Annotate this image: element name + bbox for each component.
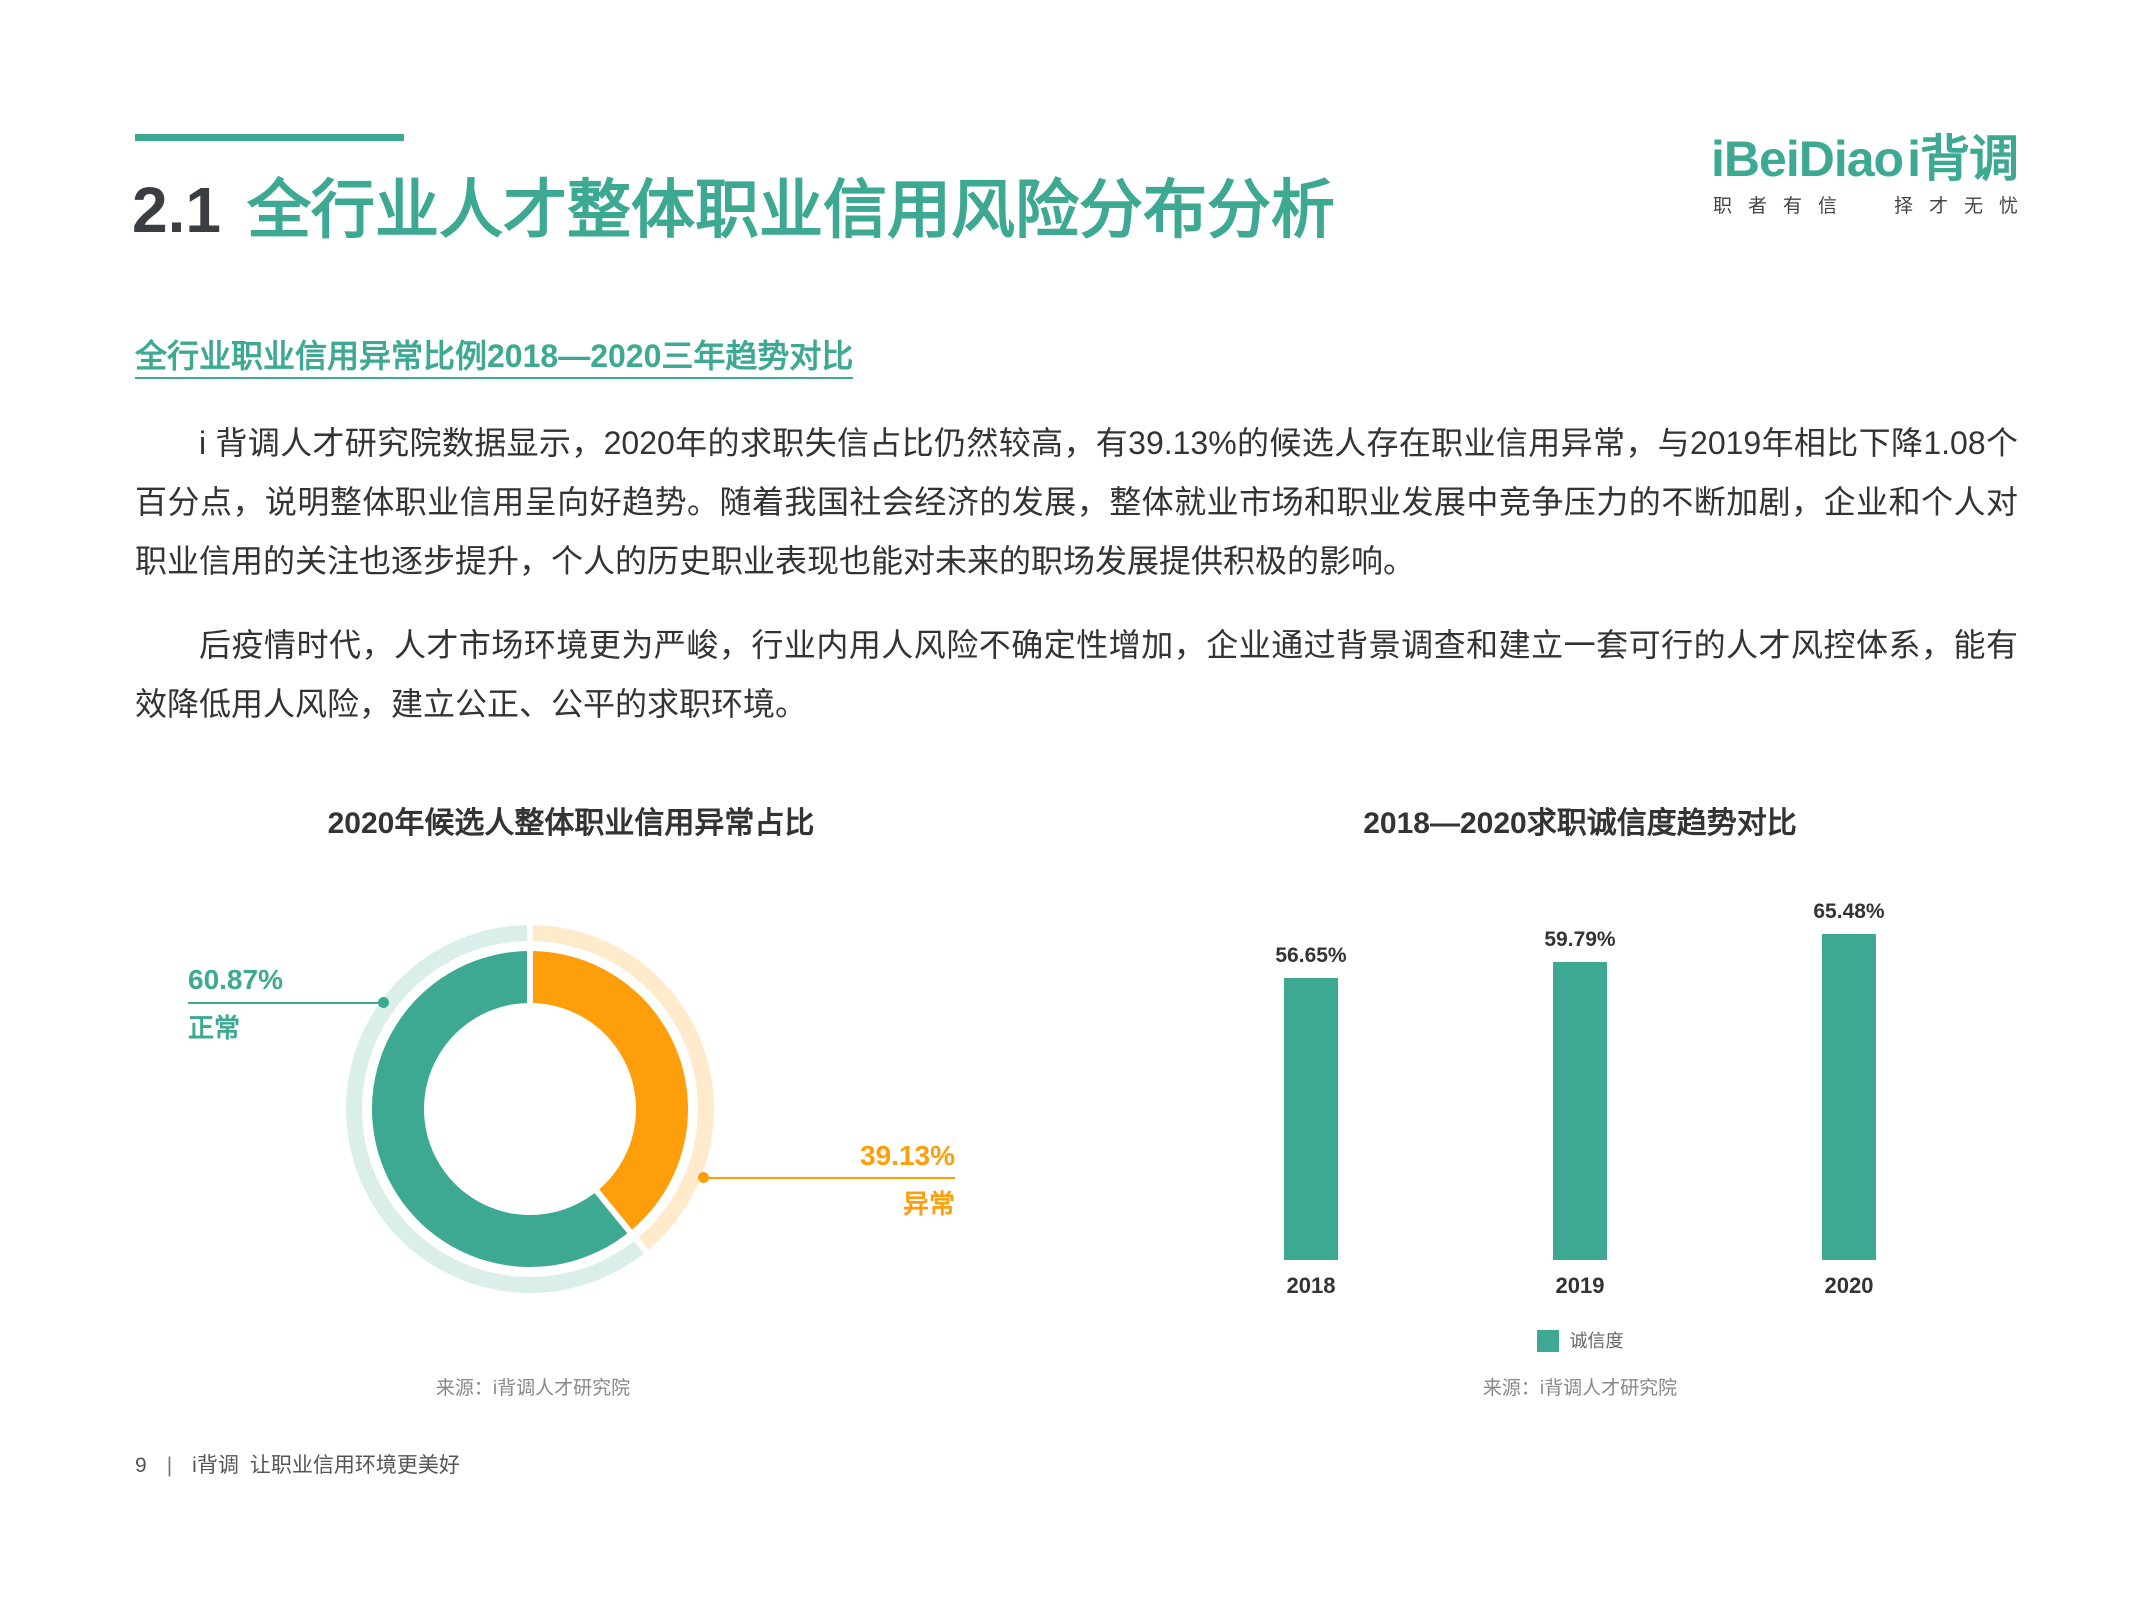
paragraph-line: 职业信用的关注也逐步提升，个人的历史职业表现也能对未来的职场发展提供积极的影响。 [135,543,1416,579]
donut-chart-title: 2020年候选人整体职业信用异常占比 [327,807,815,840]
legend-swatch [1536,1330,1559,1352]
paragraph-line: 百分点，说明整体职业信用呈向好趋势。随着我国社会经济的发展，整体就业市场和职业发… [135,484,2018,520]
x-tick-label-2019: 2019 [1555,1273,1605,1298]
paragraph-line: 后疫情时代，人才市场环境更为严峻，行业内用人风险不确定性增加，企业通过背景调查和… [199,627,2018,663]
donut-category-label-abnormal: 异常 [902,1189,955,1219]
leader-dot-normal [378,997,389,1008]
title-accent-bar [135,134,404,141]
donut-chart-source: 来源：i背调人才研究院 [435,1378,631,1399]
donut-value-label-abnormal: 39.13% [860,1140,955,1171]
paragraph: i 背调人才研究院数据显示，2020年的求职失信占比仍然较高，有39.13%的候… [135,414,2018,591]
x-tick-label-2018: 2018 [1286,1273,1336,1298]
page-number: 9 [135,1454,147,1477]
bar-2018 [1284,977,1338,1260]
logo-tagline: 职者有信 择才无忧 [1713,194,2018,220]
tagline-left: 职者有信 [1713,196,1854,217]
bar-chart-title: 2018—2020求职诚信度趋势对比 [1363,807,1797,840]
donut-separator-1 [590,1184,653,1259]
bar-chart-legend: 诚信度 [1180,1327,1980,1355]
footer-brand: i背调 [192,1454,239,1477]
x-tick-label-2020: 2020 [1824,1273,1874,1298]
logo-brand-cn: i背调 [1907,131,2019,187]
bar-value-label-2020: 65.48% [1813,899,1885,923]
paragraph-line: 效降低用人风险，建立公正、公平的求职环境。 [135,686,808,722]
bar-2020 [1822,933,1876,1260]
logo-wordmark: iBeiDiao [1711,131,1904,187]
donut-halo-segment-1 [530,925,714,1252]
section-title: 全行业人才整体职业信用风险分布分析 [246,174,1335,246]
footer-separator: | [166,1454,173,1477]
legend-label: 诚信度 [1569,1331,1624,1351]
page-title: 2.1 全行业人才整体职业信用风险分布分析 [132,172,1335,248]
footer-slogan: 让职业信用环境更美好 [249,1454,460,1477]
donut-chart [345,919,714,1293]
bar-2019 [1553,962,1607,1260]
paragraph: 后疫情时代，人才市场环境更为严峻，行业内用人风险不确定性增加，企业通过背景调查和… [135,616,2018,734]
bar-value-label-2018: 56.65% [1275,943,1347,967]
bar-chart-plot: 56.65% 2018 59.79% 2019 65.48% 2020 [1180,762,1980,1298]
leader-dot-abnormal [698,1172,709,1183]
donut-category-label-normal: 正常 [188,1013,241,1043]
donut-segment-0 [372,951,630,1267]
leader-line-abnormal [704,1177,955,1179]
leader-line-normal [188,1002,384,1004]
bar-chart-source: 来源：i背调人才研究院 [1482,1378,1678,1399]
bar-value-label-2019: 59.79% [1544,928,1616,952]
tagline-right: 择才无忧 [1893,196,2034,217]
page-footer: 9 | i背调 让职业信用环境更美好 [135,1452,460,1480]
section-number: 2.1 [132,174,221,246]
donut-segment-1 [530,951,689,1232]
section-subheading: 全行业职业信用异常比例2018—2020三年趋势对比 [135,336,854,379]
donut-halo-segment-0 [345,925,647,1293]
paragraph-line: i 背调人才研究院数据显示，2020年的求职失信占比仍然较高，有39.13%的候… [199,425,2018,461]
body-text: i 背调人才研究院数据显示，2020年的求职失信占比仍然较高，有39.13%的候… [135,414,2018,734]
donut-value-label-normal: 60.87% [188,964,283,995]
brand-logo: iBeiDiaoi背调 [1711,130,2019,188]
